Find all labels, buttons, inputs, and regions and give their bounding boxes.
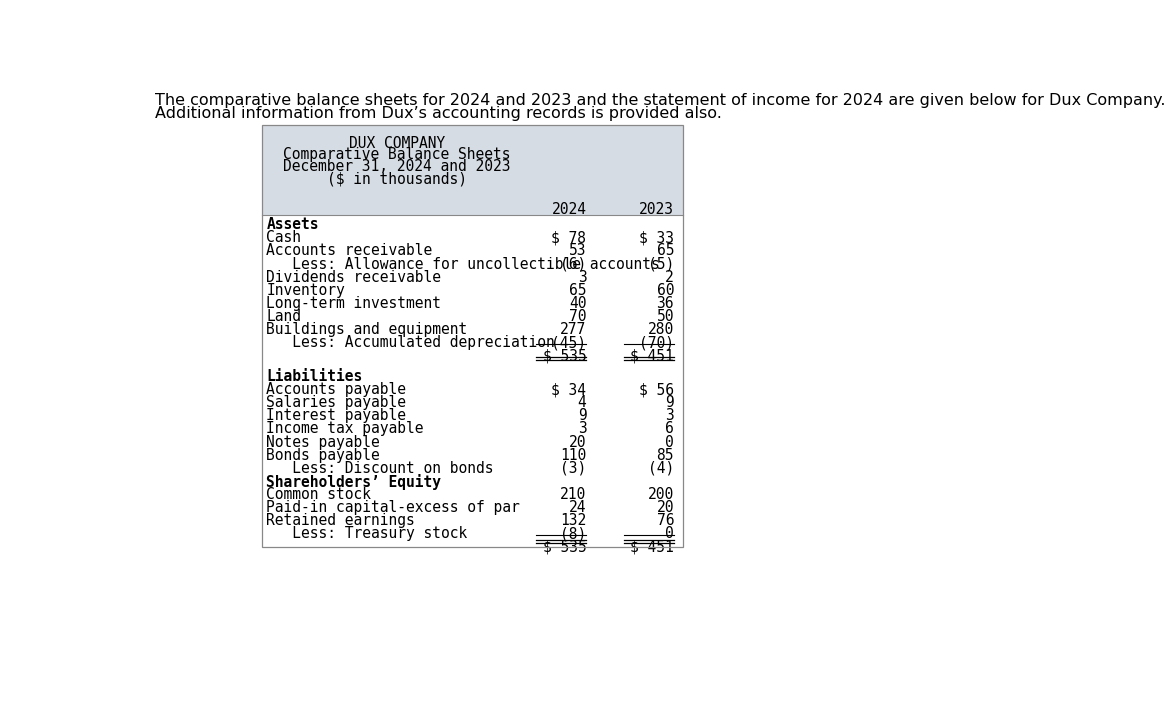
Text: 0: 0: [666, 526, 674, 541]
Text: 0: 0: [666, 435, 674, 450]
Text: $ 34: $ 34: [552, 382, 587, 397]
Text: Common stock: Common stock: [266, 487, 372, 502]
Text: 280: 280: [648, 322, 674, 337]
Text: $ 451: $ 451: [630, 348, 674, 363]
Text: 2024: 2024: [552, 202, 587, 217]
Text: (70): (70): [639, 335, 674, 350]
Text: 132: 132: [560, 513, 587, 528]
Text: 110: 110: [560, 448, 587, 462]
Text: Cash: Cash: [266, 230, 301, 245]
Bar: [262, 125, 683, 547]
Text: 6: 6: [666, 421, 674, 436]
Text: $ 33: $ 33: [639, 230, 674, 245]
Text: 277: 277: [560, 322, 587, 337]
Text: 9: 9: [666, 395, 674, 410]
Text: Comparative Balance Sheets: Comparative Balance Sheets: [283, 147, 510, 162]
Text: $ 78: $ 78: [552, 230, 587, 245]
Text: Buildings and equipment: Buildings and equipment: [266, 322, 468, 337]
Text: 3: 3: [577, 421, 587, 436]
Text: 24: 24: [569, 500, 587, 515]
Text: Inventory: Inventory: [266, 283, 345, 298]
Text: Paid-in capital-excess of par: Paid-in capital-excess of par: [266, 500, 520, 515]
Text: (8): (8): [560, 526, 587, 541]
Text: 53: 53: [569, 243, 587, 259]
Text: 20: 20: [569, 435, 587, 450]
Text: 40: 40: [569, 296, 587, 311]
Text: Liabilities: Liabilities: [266, 369, 362, 384]
Text: Land: Land: [266, 309, 301, 324]
Text: Accounts payable: Accounts payable: [266, 382, 407, 397]
Text: $ 535: $ 535: [542, 348, 587, 363]
Text: 2023: 2023: [639, 202, 674, 217]
Text: Accounts receivable: Accounts receivable: [266, 243, 433, 259]
Text: 200: 200: [648, 487, 674, 502]
Text: 85: 85: [656, 448, 674, 462]
Text: 9: 9: [577, 409, 587, 423]
Text: Additional information from Dux’s accounting records is provided also.: Additional information from Dux’s accoun…: [155, 106, 722, 122]
Text: $ 56: $ 56: [639, 382, 674, 397]
Bar: [262, 125, 683, 198]
Text: The comparative balance sheets for 2024 and 2023 and the statement of income for: The comparative balance sheets for 2024 …: [155, 93, 1165, 107]
Text: Long-term investment: Long-term investment: [266, 296, 441, 311]
Text: (5): (5): [648, 257, 674, 271]
Text: December 31, 2024 and 2023: December 31, 2024 and 2023: [283, 159, 510, 174]
Text: Less: Treasury stock: Less: Treasury stock: [266, 526, 468, 541]
Text: Retained earnings: Retained earnings: [266, 513, 415, 528]
Text: 3: 3: [577, 269, 587, 285]
Bar: [262, 198, 683, 215]
Text: 20: 20: [656, 500, 674, 515]
Text: (4): (4): [648, 461, 674, 476]
Text: Shareholders’ Equity: Shareholders’ Equity: [266, 474, 441, 490]
Text: Interest payable: Interest payable: [266, 409, 407, 423]
Text: (6): (6): [560, 257, 587, 271]
Text: Less: Allowance for uncollectible accounts: Less: Allowance for uncollectible accoun…: [266, 257, 660, 271]
Text: $ 535: $ 535: [542, 539, 587, 554]
Text: 76: 76: [656, 513, 674, 528]
Text: 50: 50: [656, 309, 674, 324]
Text: ($ in thousands): ($ in thousands): [327, 171, 467, 186]
Text: 3: 3: [666, 409, 674, 423]
Text: Income tax payable: Income tax payable: [266, 421, 423, 436]
Text: DUX COMPANY: DUX COMPANY: [349, 136, 445, 151]
Text: (45): (45): [552, 335, 587, 350]
Text: 65: 65: [656, 243, 674, 259]
Text: 4: 4: [577, 395, 587, 410]
Text: 210: 210: [560, 487, 587, 502]
Text: Less: Accumulated depreciation: Less: Accumulated depreciation: [266, 335, 555, 350]
Text: 70: 70: [569, 309, 587, 324]
Text: (3): (3): [560, 461, 587, 476]
Text: Less: Discount on bonds: Less: Discount on bonds: [266, 461, 494, 476]
Text: Bonds payable: Bonds payable: [266, 448, 380, 462]
Text: $ 451: $ 451: [630, 539, 674, 554]
Text: 65: 65: [569, 283, 587, 298]
Text: 36: 36: [656, 296, 674, 311]
Text: Notes payable: Notes payable: [266, 435, 380, 450]
Text: Dividends receivable: Dividends receivable: [266, 269, 441, 285]
Text: 2: 2: [666, 269, 674, 285]
Text: Assets: Assets: [266, 217, 319, 233]
Text: Salaries payable: Salaries payable: [266, 395, 407, 410]
Text: 60: 60: [656, 283, 674, 298]
